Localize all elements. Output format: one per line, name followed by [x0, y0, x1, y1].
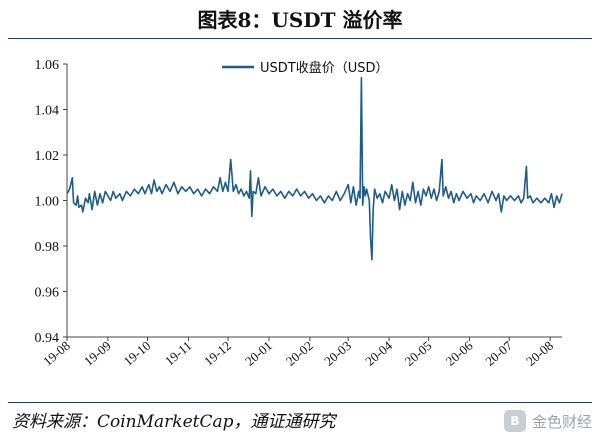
x-tick-label: 19-10 [121, 338, 154, 369]
x-tick-label: 20-02 [283, 338, 316, 369]
y-tick-label: 0.98 [35, 240, 60, 255]
legend-label: USDT收盘价（USD） [260, 60, 389, 76]
title-divider [8, 38, 592, 39]
bitcoin-logo-icon: B [503, 410, 526, 432]
y-tick-label: 0.94 [35, 331, 60, 346]
x-tick-label: 20-08 [523, 338, 556, 369]
x-tick-label: 20-05 [402, 338, 435, 369]
y-tick-label: 0.96 [35, 286, 60, 301]
footer-divider [8, 402, 592, 403]
x-axis: 19-08 19-09 19-10 19-11 19-12 20-01 20-02 20-03… [40, 336, 562, 369]
y-tick-label: 1.02 [35, 149, 60, 164]
line-chart: 0.940.960.981.001.021.041.06 19-08 19-09 1… [35, 58, 563, 369]
y-tick-label: 1.06 [35, 58, 60, 73]
x-tick-label: 19-12 [201, 338, 234, 369]
x-tick-label: 19-11 [162, 338, 195, 369]
x-tick-label: 20-06 [443, 337, 476, 368]
x-tick-label: 20-04 [362, 337, 395, 368]
chart-title: 图表8：USDT 溢价率 [197, 7, 403, 32]
source-note: 资料来源：CoinMarketCap，通证通研究 [12, 411, 336, 432]
series-line-usdt-close [66, 76, 563, 261]
y-tick-label: 1.00 [35, 195, 60, 210]
y-tick-label: 1.04 [35, 104, 60, 119]
x-tick-label: 19-09 [81, 338, 114, 369]
x-tick-label: 20-07 [482, 337, 515, 368]
y-axis: 0.94 0.96 0.98 1.00 1.02 1.04 1.06 [35, 58, 68, 346]
legend: USDT收盘价（USD） [222, 60, 389, 76]
plot-area [66, 76, 563, 261]
x-tick-label: 20-01 [242, 338, 275, 369]
watermark: B 金色财经 [503, 406, 592, 436]
x-tick-label: 20-03 [321, 338, 354, 369]
watermark-text: 金色财经 [531, 412, 592, 431]
